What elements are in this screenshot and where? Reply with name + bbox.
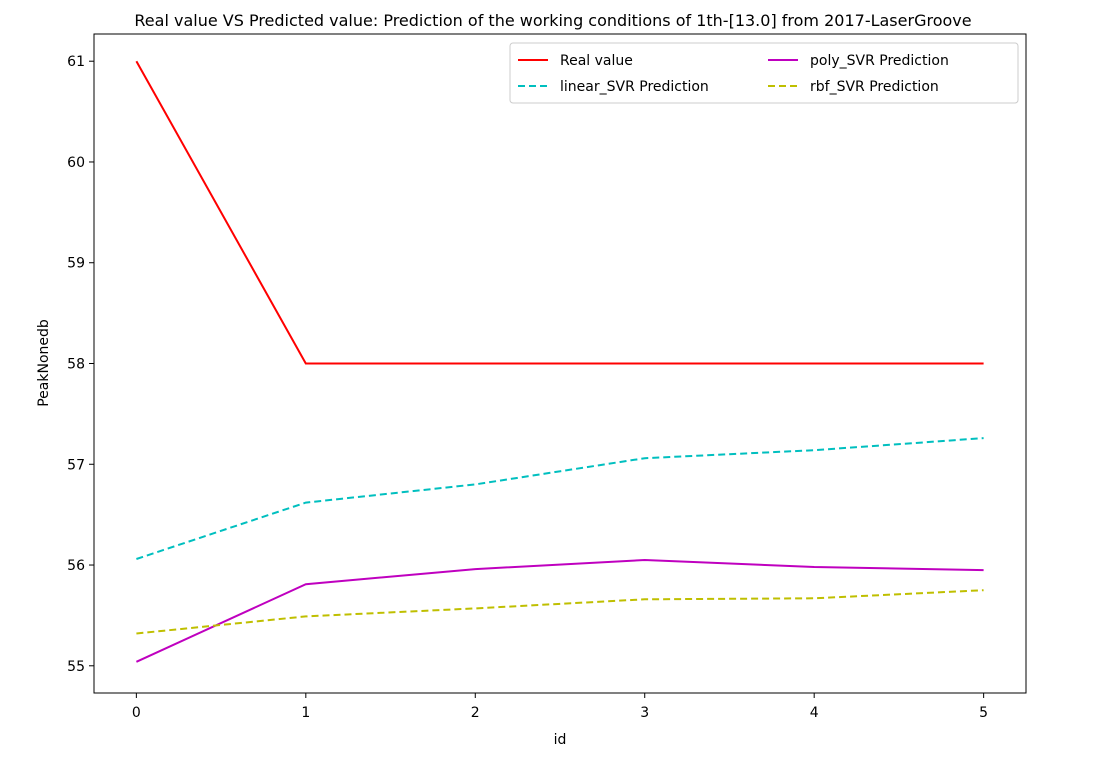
series-line-2 [136,437,984,560]
y-axis-label: PeakNonedb [36,319,52,407]
x-tick-label: 4 [810,705,819,721]
x-axis: 0 1 2 3 4 5 [132,693,988,721]
series-line-3 [135,558,984,663]
y-tick-label: 56 [67,558,85,574]
y-tick-label: 60 [67,155,85,171]
x-axis-label: id [554,732,567,748]
y-tick-label: 61 [67,54,85,70]
x-tick-label: 2 [471,705,480,721]
legend-label: Real value [560,53,633,69]
legend-label: poly_SVR Prediction [810,53,949,69]
legend: Real value linear_SVR Prediction poly_SVR … [509,42,1019,104]
legend-label: rbf_SVR Prediction [810,79,939,95]
series-line-1 [135,60,984,365]
y-axis: 55 56 57 58 59 60 61 [67,54,94,675]
y-tick-label: 58 [67,357,85,373]
x-tick-label: 3 [640,705,649,721]
x-tick-label: 1 [301,705,310,721]
x-tick-label: 0 [132,705,141,721]
series-line-4 [136,589,984,635]
x-tick-label: 5 [979,705,988,721]
legend-box [509,42,1019,104]
y-tick-label: 59 [67,256,85,272]
series-layer [135,60,984,663]
chart-title: Real value VS Predicted value: Predictio… [134,11,971,30]
legend-label: linear_SVR Prediction [560,79,709,95]
y-tick-label: 55 [67,659,85,675]
y-tick-label: 57 [67,457,85,473]
